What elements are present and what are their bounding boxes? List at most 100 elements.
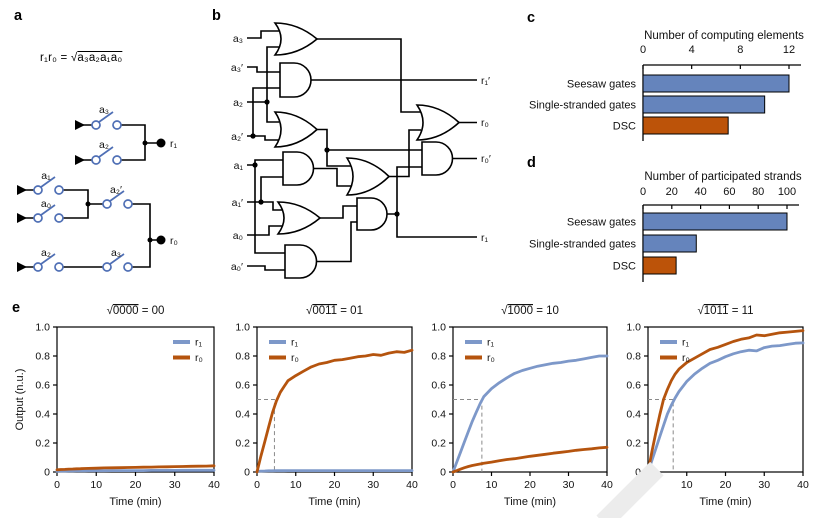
tick-label: 8	[737, 44, 743, 56]
legend-label-r₀: r₀	[291, 352, 299, 364]
y-tick-label: 0.8	[431, 351, 446, 363]
x-tick-label: 30	[169, 479, 181, 491]
bar-DSC	[642, 256, 677, 275]
x-tick-label: 10	[486, 479, 498, 491]
switch-label-a1: a₁	[41, 170, 51, 182]
line-chart-sqrt-1011: √1011 = 111.00.80.60.40.20010203040Time …	[613, 298, 809, 518]
y-tick-label: 0.6	[431, 380, 446, 392]
input-label-a3p: a₃′	[231, 62, 243, 74]
y-tick-label: 0.6	[35, 380, 50, 392]
bar-chart-computing-elements: Number of computing elements 0 4 8 12 Seesaw …	[520, 8, 826, 155]
bar-Seesaw gates	[642, 212, 788, 231]
tick-label: 60	[723, 186, 735, 198]
series-line-r₁	[646, 341, 805, 474]
chart-title: √0011 = 01	[306, 304, 363, 317]
x-tick-label: 10	[90, 479, 102, 491]
switch-label-a2-bot: a₂	[41, 247, 51, 259]
legend-label-r₁: r₁	[487, 337, 494, 349]
y-tick-label: 0.4	[235, 409, 250, 421]
series-line-r₀	[451, 445, 609, 474]
or-gate	[345, 157, 391, 196]
logic-circuit-diagram: a₃ a₃′ a₂ a₂′ a₁ a₁′ a₀ a₀′ r₁′ r₀ r₀′ r…	[231, 22, 491, 279]
and-gate	[421, 141, 454, 176]
bar-label: Seesaw gates	[567, 217, 637, 229]
x-tick-label: 30	[563, 479, 575, 491]
series-line-r₁	[451, 354, 609, 474]
chart-title: Number of computing elements	[644, 30, 804, 42]
panel-d-label: d	[527, 155, 536, 171]
wire-junction-dots	[250, 99, 400, 217]
tick-label: 4	[689, 44, 695, 56]
x-tick-label: 10	[681, 479, 693, 491]
threshold-guide	[648, 399, 674, 472]
bar-label: Single-stranded gates	[529, 100, 637, 112]
tick-label: 12	[783, 44, 795, 56]
logic-gates	[273, 22, 461, 279]
tick-label: 20	[666, 186, 678, 198]
output-label-r1: r₁	[481, 232, 488, 244]
or-gate	[276, 201, 322, 235]
y-tick-label: 0.6	[626, 380, 641, 392]
y-tick-label: 0.2	[235, 438, 250, 450]
x-tick-label: 10	[290, 479, 302, 491]
tick-label: 80	[752, 186, 764, 198]
radical-sign: √	[70, 52, 78, 64]
switch-wires	[19, 124, 157, 268]
plot-frame	[56, 326, 215, 473]
x-axis-title: Time (min)	[308, 496, 360, 508]
or-gate	[415, 104, 461, 141]
y-tick-label: 1.0	[35, 322, 50, 334]
logic-output-labels: r₁′ r₀ r₀′ r₁	[481, 75, 491, 244]
plot-frame	[256, 326, 413, 473]
panel-e-label: e	[12, 300, 21, 316]
y-tick-label: 0.2	[431, 438, 446, 450]
tick-label: 0	[640, 44, 646, 56]
legend-label-r₁: r₁	[195, 337, 202, 349]
panel-a-label: a	[14, 8, 23, 24]
output-label-r0: r₀	[481, 117, 489, 129]
or-gate	[273, 22, 319, 56]
or-gate	[273, 111, 319, 148]
x-tick-label: 0	[450, 479, 456, 491]
tick-label: 40	[694, 186, 706, 198]
x-tick-label: 0	[254, 479, 260, 491]
legend-label-r₁: r₁	[291, 337, 298, 349]
switch-labels: a₃ a₂ a₁ a₀ a₂′ a₂ a₃ r₁ r₀	[41, 104, 178, 259]
switch-label-a2-prime: a₂′	[110, 184, 122, 196]
input-label-a0p: a₀′	[231, 261, 243, 273]
y-tick-label: 0.6	[235, 380, 250, 392]
y-tick-label: 0	[44, 467, 50, 479]
series-line-r₁	[55, 468, 216, 473]
input-label-a1: a₁	[234, 160, 244, 172]
and-gate	[282, 151, 315, 186]
x-axis-title: Time (min)	[699, 496, 751, 508]
formula-lhs: r₁r₀ =	[40, 52, 71, 64]
series-line-r₀	[255, 348, 414, 474]
logic-wires	[247, 30, 477, 271]
switch-blades	[40, 111, 125, 265]
bar-chart-participated-strands: Number of participated strands 0 20 40 60 80 1…	[520, 153, 826, 298]
formula-radicand: a₃a₂a₁a₀	[77, 52, 123, 64]
y-tick-label: 0.8	[235, 351, 250, 363]
series-line-r₁	[255, 469, 414, 473]
x-tick-label: 20	[130, 479, 142, 491]
legend-label-r₀: r₀	[195, 352, 203, 364]
bar-Single-stranded gates	[642, 234, 697, 253]
y-tick-label: 0.8	[626, 351, 641, 363]
bar-label: DSC	[613, 121, 636, 133]
tick-label: 0	[640, 186, 646, 198]
x-tick-label: 20	[329, 479, 341, 491]
panel-c-label: c	[527, 10, 536, 26]
series-line-r₀	[646, 329, 805, 474]
legend-label-r₀: r₀	[487, 352, 495, 364]
output-label-r0p: r₀′	[481, 153, 491, 165]
input-label-a0: a₀	[233, 230, 243, 242]
bar-chart-canvas: Number of computing elements 0 4 8 12 Seesaw …	[529, 30, 804, 141]
threshold-guide	[257, 399, 275, 472]
x-tick-label: 40	[208, 479, 220, 491]
y-tick-label: 0.4	[35, 409, 50, 421]
x-axis-title: Time (min)	[504, 496, 556, 508]
output-label-r1: r₁	[170, 138, 177, 150]
line-chart-canvas: √0011 = 01 1.0 0.8 0.6 0.4 0.2 00 10 20 30 40 Time …	[235, 304, 418, 508]
bar-Seesaw gates	[642, 74, 790, 93]
